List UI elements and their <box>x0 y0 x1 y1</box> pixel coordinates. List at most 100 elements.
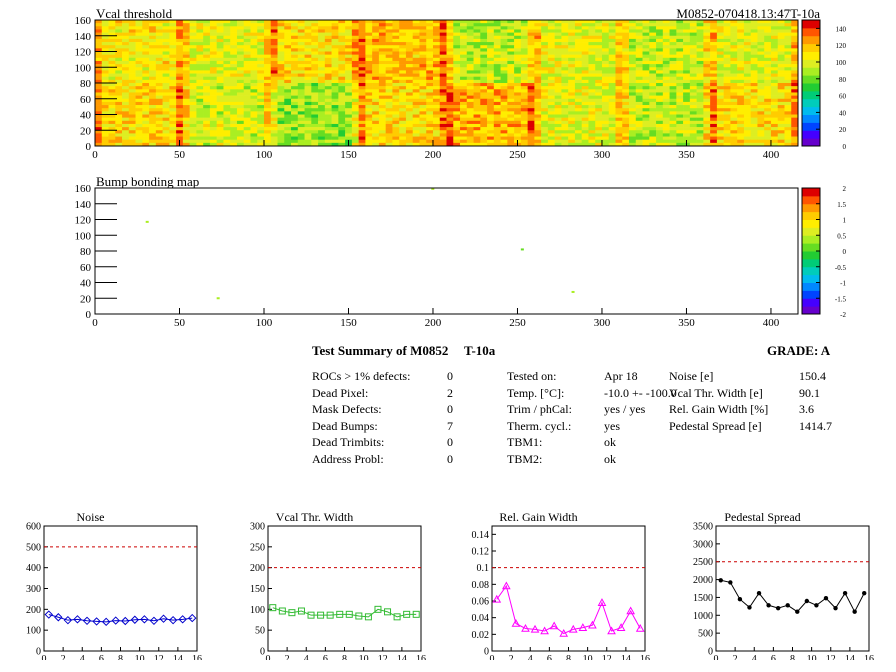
heatmap-cell <box>716 127 724 131</box>
heatmap-cell <box>270 45 278 49</box>
heatmap-cell <box>419 60 427 65</box>
heatmap-cell <box>723 48 731 52</box>
heatmap-cell <box>622 136 630 140</box>
heatmap-cell <box>520 111 528 115</box>
heatmap-cell <box>189 67 197 71</box>
heatmap-cell <box>649 111 657 115</box>
heatmap-cell <box>514 89 522 93</box>
heatmap-cell <box>568 38 576 43</box>
heatmap-cell <box>230 73 238 77</box>
heatmap-cell <box>581 111 589 115</box>
heatmap-cell <box>514 117 522 122</box>
y-tick-label: 500 <box>698 629 713 640</box>
heatmap-cell <box>351 95 359 100</box>
heatmap-cell <box>122 73 130 77</box>
heatmap-cell <box>622 108 630 112</box>
defect-value: 7 <box>447 418 453 433</box>
heatmap-cell <box>243 142 251 147</box>
heatmap-cell <box>277 133 285 137</box>
heatmap-cell <box>243 42 251 46</box>
heatmap-cell <box>412 35 420 40</box>
heatmap-cell <box>662 26 670 30</box>
heatmap-cell <box>372 123 380 128</box>
heatmap-cell <box>581 86 589 90</box>
heatmap-cell <box>432 92 441 96</box>
heatmap-cell <box>595 83 603 87</box>
plot-title: Vcal Thr. Width <box>276 510 353 524</box>
heatmap-cell <box>412 23 420 27</box>
heatmap-cell <box>777 57 785 62</box>
heatmap-cell <box>743 111 751 115</box>
heatmap-cell <box>365 142 373 147</box>
heatmap-cell <box>311 23 319 27</box>
heatmap-cell <box>405 20 414 24</box>
heatmap-cell <box>629 101 637 106</box>
heatmap-cell <box>750 23 758 27</box>
heatmap-cell <box>791 86 799 90</box>
heatmap-cell <box>541 133 549 137</box>
heatmap-cell <box>547 54 555 59</box>
heatmap-cell <box>784 79 792 84</box>
heatmap-cell <box>426 139 434 144</box>
heatmap-cell <box>419 54 427 59</box>
heatmap-cell <box>554 32 562 37</box>
heatmap-cell <box>439 64 447 68</box>
heatmap-cell <box>507 127 515 131</box>
y-tick-label: 0 <box>36 647 41 658</box>
heatmap-cell <box>777 136 785 140</box>
heatmap-cell <box>412 123 420 128</box>
heatmap-cell <box>737 89 745 93</box>
heatmap-cell <box>284 86 292 90</box>
heatmap-cell <box>764 120 772 125</box>
heatmap-cell <box>358 26 366 30</box>
heatmap-cell <box>122 60 130 65</box>
heatmap-cell <box>311 142 319 147</box>
heatmap-cell <box>155 38 163 43</box>
heatmap-cell <box>547 92 555 96</box>
heatmap-cell <box>365 29 373 33</box>
heatmap-cell <box>250 54 258 59</box>
heatmap-cell <box>405 108 414 112</box>
heatmap-cell <box>365 133 373 137</box>
heatmap-cell <box>297 45 305 49</box>
heatmap-cell <box>419 95 427 100</box>
heatmap-cell <box>608 136 616 140</box>
heatmap-cell <box>547 70 555 74</box>
heatmap-cell <box>351 76 359 81</box>
heatmap-cell <box>149 60 157 65</box>
heatmap-cell <box>351 120 359 125</box>
heatmap-cell <box>311 26 319 30</box>
heatmap-cell <box>345 95 353 100</box>
heatmap-cell <box>791 127 799 131</box>
heatmap-cell <box>291 29 299 33</box>
heatmap-cell <box>534 67 542 71</box>
heatmap-cell <box>574 130 582 134</box>
heatmap-cell <box>791 48 799 52</box>
heatmap-cell <box>649 133 657 137</box>
heatmap-cell <box>601 35 610 40</box>
heatmap-cell <box>689 123 697 128</box>
heatmap-cell <box>527 83 535 87</box>
heatmap-cell <box>743 79 751 84</box>
heatmap-cell <box>378 48 386 52</box>
heatmap-cell <box>723 32 731 37</box>
heatmap-cell <box>385 111 393 115</box>
heatmap-cell <box>649 142 657 147</box>
heatmap-cell <box>635 123 643 128</box>
colorbar-segment <box>802 258 820 268</box>
heatmap-cell <box>392 139 400 144</box>
heatmap-cell <box>399 95 407 100</box>
heatmap-cell <box>520 79 528 84</box>
heatmap-cell <box>250 73 258 77</box>
heatmap-cell <box>223 45 231 49</box>
heatmap-cell <box>500 105 508 109</box>
heatmap-cell <box>378 32 386 37</box>
heatmap-cell <box>493 45 501 49</box>
heatmap-cell <box>696 45 704 49</box>
heatmap-cell <box>656 23 664 27</box>
heatmap-cell <box>230 45 238 49</box>
heatmap-cell <box>263 142 272 147</box>
heatmap-cell <box>649 105 657 109</box>
heatmap-cell <box>155 67 163 71</box>
heatmap-cell <box>676 142 684 147</box>
